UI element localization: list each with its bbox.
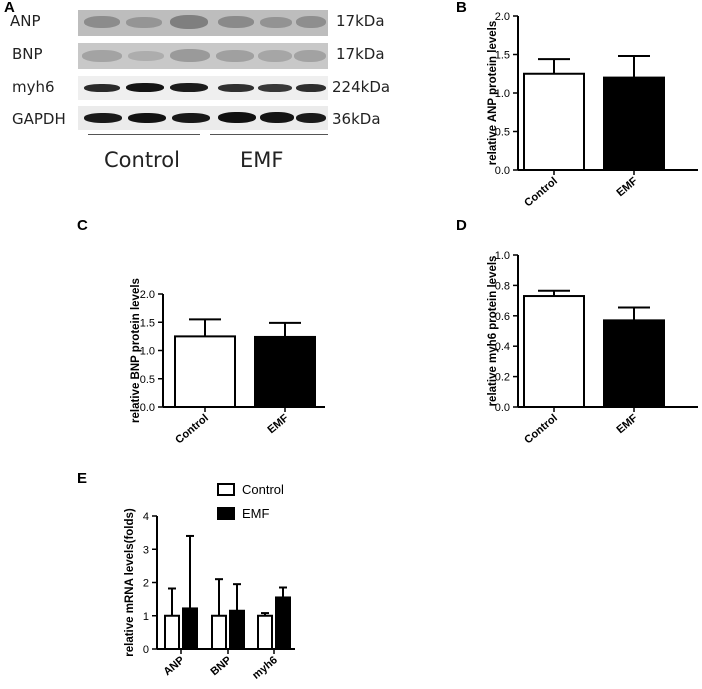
y-tick-label: 2.0 bbox=[495, 11, 510, 23]
chart-panel-b: 0.0 0.5 1.0 1.5 2.0 Control EMF relative ANP pr… bbox=[487, 11, 698, 209]
bar-emf bbox=[603, 76, 665, 171]
blot-band bbox=[294, 50, 326, 62]
legend-swatch-emf bbox=[217, 507, 235, 520]
blot-band bbox=[170, 83, 208, 92]
y-tick-label: 1.0 bbox=[495, 250, 510, 262]
x-tick-label: ANP bbox=[161, 654, 187, 678]
blot-band bbox=[84, 16, 120, 28]
y-tick-label: 0.0 bbox=[140, 402, 155, 414]
bar-emf bbox=[254, 335, 316, 408]
blot-band bbox=[260, 17, 292, 28]
x-tick-label: Control bbox=[522, 175, 560, 209]
y-tick-label: 0.0 bbox=[495, 402, 510, 414]
blot-band bbox=[170, 49, 210, 62]
blot-band bbox=[258, 50, 292, 62]
bar-anp-emf bbox=[182, 607, 198, 650]
blot-band bbox=[126, 17, 162, 28]
x-tick-label: EMF bbox=[614, 175, 640, 199]
blot-band bbox=[296, 113, 326, 123]
y-tick-label: 1.0 bbox=[495, 88, 510, 100]
blot-label-gapdh: GAPDH bbox=[12, 110, 66, 128]
blot-band bbox=[296, 16, 326, 28]
blot-kda-bnp: 17kDa bbox=[336, 45, 385, 63]
legend-label-emf: EMF bbox=[242, 506, 270, 521]
blot-kda-gapdh: 36kDa bbox=[332, 110, 381, 128]
panel-letter-a: A bbox=[4, 0, 15, 16]
bar-control bbox=[523, 72, 585, 171]
y-tick-label: 0.5 bbox=[140, 374, 155, 386]
blot-band bbox=[170, 15, 208, 29]
blot-label-anp: ANP bbox=[10, 12, 41, 30]
blot-band bbox=[260, 112, 294, 123]
x-tick-label: EMF bbox=[614, 412, 640, 436]
y-tick-label: 1.0 bbox=[140, 346, 155, 358]
bar-control bbox=[174, 335, 236, 408]
blot-label-bnp: BNP bbox=[12, 45, 43, 63]
blot-band bbox=[216, 50, 254, 62]
chart-panel-d: 0.0 0.2 0.4 0.6 0.8 1.0 Control EMF relative myh… bbox=[487, 250, 698, 446]
y-tick-label: 0.2 bbox=[495, 372, 510, 384]
x-tick-label: myh6 bbox=[250, 654, 280, 682]
group-label-emf: EMF bbox=[240, 148, 284, 172]
legend-swatch-control bbox=[217, 483, 235, 496]
bar-myh6-emf bbox=[275, 596, 291, 650]
blot-band bbox=[128, 113, 166, 123]
y-tick-label: 2 bbox=[143, 578, 149, 590]
y-tick-label: 3 bbox=[143, 544, 149, 556]
y-axis-label: relative myh6 protein levels bbox=[487, 256, 499, 407]
panel-letter-e: E bbox=[77, 470, 88, 487]
blot-strip-myh6 bbox=[78, 76, 328, 100]
y-tick-label: 1 bbox=[143, 611, 149, 623]
blot-band bbox=[82, 50, 122, 62]
blot-kda-anp: 17kDa bbox=[336, 12, 385, 30]
y-tick-label: 0 bbox=[143, 644, 149, 656]
blot-band bbox=[128, 51, 164, 61]
group-label-control: Control bbox=[104, 148, 180, 172]
legend-label-control: Control bbox=[242, 482, 284, 497]
chart-panel-e: 0 1 2 3 4 ANP BNP myh6 relative mRNA levels(fold… bbox=[124, 482, 295, 682]
blot-band bbox=[84, 84, 120, 92]
bar-myh6-control bbox=[257, 614, 273, 650]
y-axis-label: relative ANP protein levels bbox=[487, 21, 499, 165]
y-axis-label: relative mRNA levels(folds) bbox=[124, 508, 136, 657]
y-tick-label: 1.5 bbox=[495, 50, 510, 62]
x-tick-label: EMF bbox=[265, 412, 291, 436]
blot-band bbox=[258, 84, 292, 92]
chart-panel-c: 0.0 0.5 1.0 1.5 2.0 Control EMF relative BNP pr… bbox=[130, 278, 325, 446]
blot-strip-bnp bbox=[78, 43, 328, 69]
y-tick-label: 0.4 bbox=[495, 341, 510, 353]
blot-band bbox=[172, 113, 210, 123]
bar-anp-control bbox=[164, 614, 180, 650]
bar-bnp-control bbox=[211, 614, 227, 650]
blot-band bbox=[218, 16, 254, 28]
panel-letter-c: C bbox=[77, 217, 88, 234]
y-tick-label: 1.5 bbox=[140, 317, 155, 329]
bar-control bbox=[523, 295, 585, 408]
panel-letter-d: D bbox=[456, 217, 467, 234]
blot-band bbox=[218, 112, 256, 123]
blot-band bbox=[218, 84, 254, 92]
blot-band bbox=[126, 83, 164, 92]
x-tick-label: Control bbox=[173, 412, 211, 446]
y-tick-label: 0.6 bbox=[495, 311, 510, 323]
y-tick-label: 4 bbox=[143, 511, 149, 523]
blot-label-myh6: myh6 bbox=[12, 78, 55, 96]
y-axis-label: relative BNP protein levels bbox=[130, 278, 142, 423]
panel-letter-b: B bbox=[456, 0, 467, 16]
y-tick-label: 0.0 bbox=[495, 165, 510, 177]
y-tick-label: 0.5 bbox=[495, 127, 510, 139]
bar-bnp-emf bbox=[229, 609, 245, 650]
blot-kda-myh6: 224kDa bbox=[332, 78, 391, 96]
bar-emf bbox=[603, 319, 665, 408]
x-tick-label: BNP bbox=[208, 654, 234, 678]
group-line-emf bbox=[210, 134, 328, 135]
y-tick-label: 0.8 bbox=[495, 280, 510, 292]
x-tick-label: Control bbox=[522, 412, 560, 446]
blot-strip-anp bbox=[78, 10, 328, 36]
group-line-control bbox=[88, 134, 200, 135]
y-tick-label: 2.0 bbox=[140, 289, 155, 301]
blot-strip-gapdh bbox=[78, 106, 328, 130]
blot-band bbox=[84, 113, 122, 123]
blot-band bbox=[296, 84, 326, 92]
